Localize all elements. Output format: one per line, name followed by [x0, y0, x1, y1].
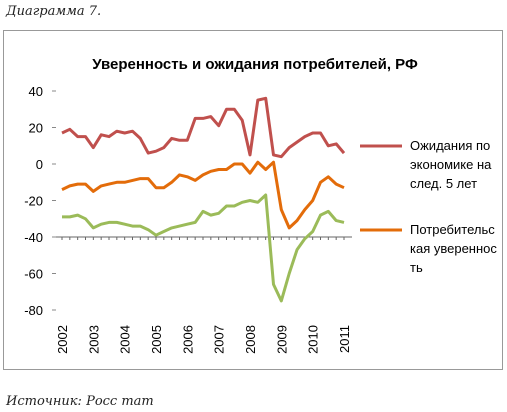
series-line [61, 96, 346, 159]
chart-title: Уверенность и ожидания потребителей, РФ [92, 56, 418, 73]
x-tick-label: 2006 [180, 325, 195, 354]
y-tick-label: -40 [24, 230, 43, 245]
legend-label: Потребительская уверенность [410, 222, 497, 275]
series-line [61, 160, 345, 230]
y-tick-label: -60 [24, 267, 43, 282]
x-tick-label: 2008 [243, 325, 258, 354]
x-tick-label: 2002 [55, 325, 70, 354]
x-tick-label: 2009 [274, 325, 289, 354]
source: Источник: Росс тат [6, 394, 154, 409]
x-tick-label: 2004 [118, 325, 133, 354]
x-tick-label: 2011 [337, 325, 352, 353]
series-line [62, 193, 345, 303]
y-tick-label: 40 [29, 84, 43, 99]
y-tick-label: 20 [29, 121, 43, 136]
x-tick-label: 2005 [149, 325, 164, 354]
y-tick-label: -20 [24, 194, 43, 209]
y-tick-label: -80 [24, 303, 43, 318]
caption: Диаграмма 7. [6, 4, 102, 19]
x-tick-label: 2007 [212, 325, 227, 354]
x-tick-label: 2010 [306, 325, 321, 354]
y-tick-label: 0 [36, 157, 43, 172]
x-tick-label: 2003 [86, 325, 101, 354]
legend-label: Ожидания по экономике на след. 5 лет [410, 138, 492, 191]
chart-frame [3, 30, 503, 370]
